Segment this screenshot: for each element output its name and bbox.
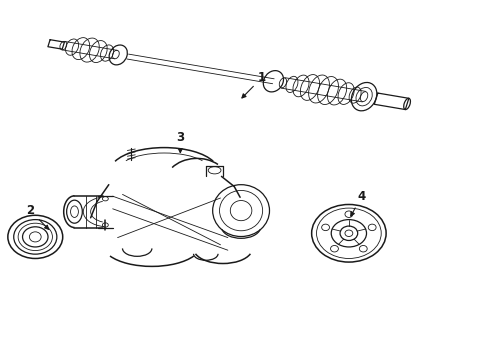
Text: 2: 2	[26, 204, 49, 229]
Text: 1: 1	[242, 71, 266, 98]
Text: 4: 4	[351, 190, 366, 216]
Text: 3: 3	[176, 131, 184, 153]
